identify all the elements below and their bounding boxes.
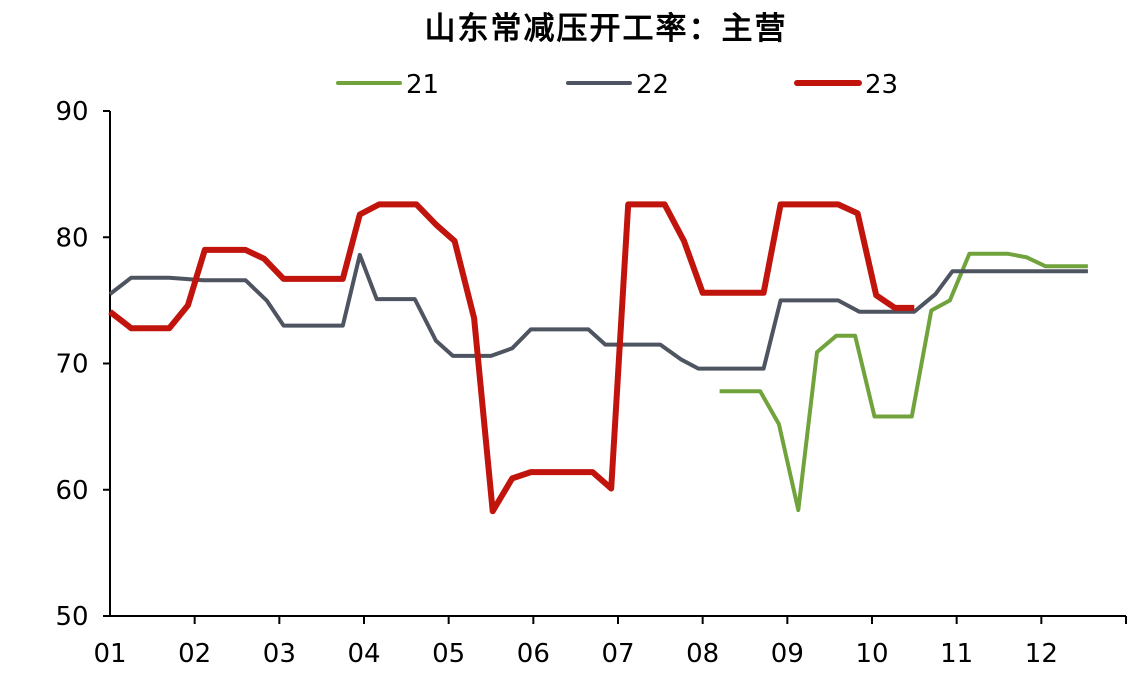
series-line-23 [108, 201, 915, 515]
legend-item-23: 23 [794, 70, 898, 100]
x-tick-label: 11 [940, 639, 973, 669]
legend-item-22: 22 [566, 70, 669, 100]
axes: 50 60 70 80 90 01 02 03 04 05 06 07 08 09 10 11 12 [55, 97, 1127, 669]
y-tick-label: 50 [55, 602, 88, 632]
x-tick-label: 01 [93, 639, 126, 669]
y-tick-label: 90 [55, 97, 88, 127]
x-tick-label: 04 [347, 639, 380, 669]
legend: 21 22 23 [336, 70, 898, 100]
chart-title: 山东常减压开工率：主营 [425, 11, 788, 47]
series-line-22 [108, 252, 1088, 371]
y-tick-label: 70 [55, 350, 88, 380]
x-tick-label: 12 [1025, 639, 1058, 669]
x-tick-label: 08 [686, 639, 719, 669]
legend-label: 22 [636, 70, 669, 100]
x-tick-label: 10 [855, 639, 888, 669]
legend-label: 23 [865, 70, 898, 100]
series-line-21 [719, 251, 1088, 512]
legend-label: 21 [406, 70, 439, 100]
x-tick-label: 02 [178, 639, 211, 669]
x-tick-label: 09 [771, 639, 804, 669]
x-tick-label: 07 [601, 639, 634, 669]
y-tick-label: 60 [55, 476, 88, 506]
x-tick-label: 03 [263, 639, 296, 669]
x-tick-label: 05 [432, 639, 465, 669]
legend-item-21: 21 [336, 70, 439, 100]
y-tick-label: 80 [55, 223, 88, 253]
series-layer [108, 201, 1088, 515]
x-tick-label: 06 [517, 639, 550, 669]
